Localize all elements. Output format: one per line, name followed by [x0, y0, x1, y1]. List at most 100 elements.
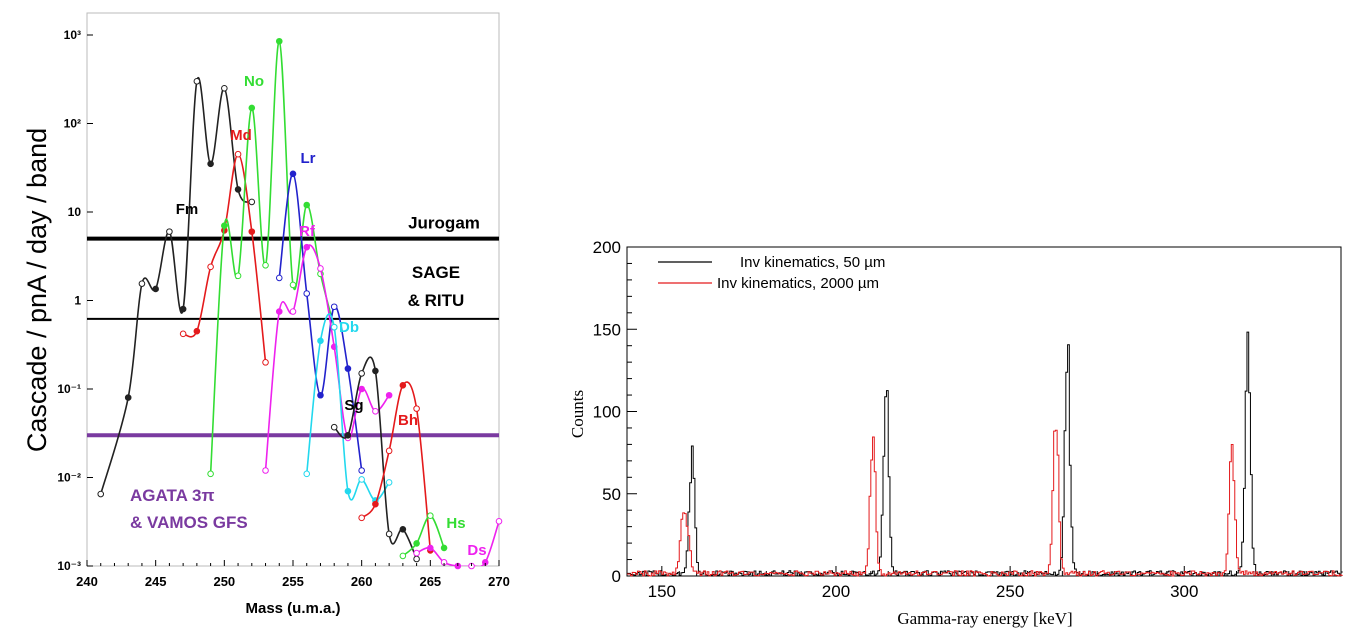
- legend-label: Inv kinematics, 2000 µm: [717, 275, 879, 292]
- series-point: [166, 228, 173, 235]
- series-point: [344, 431, 352, 439]
- series-point: [234, 186, 242, 193]
- series-label-lr: Lr: [301, 150, 316, 167]
- left-x-axis-label: Mass (u.m.a.): [245, 600, 340, 617]
- y-tick-label: 10⁻²: [57, 471, 81, 485]
- series-point: [385, 530, 393, 538]
- vamos-label: & VAMOS GFS: [130, 513, 248, 532]
- series-point: [330, 323, 338, 331]
- series-point: [330, 303, 338, 311]
- series-point: [262, 467, 269, 474]
- series-point: [97, 490, 105, 498]
- series-point: [207, 470, 214, 478]
- spectra: [627, 331, 1343, 577]
- y-tick-label: 10²: [64, 117, 81, 131]
- threshold-lines: [87, 236, 499, 438]
- agata-label: AGATA 3π: [130, 486, 214, 505]
- series-point: [358, 385, 365, 393]
- left-axis-ticks: 240 245 250 255 260 265 270 10⁻³ 10⁻² 10⁻¹ 1 10 10² 1…: [57, 28, 510, 589]
- series-point: [344, 487, 352, 495]
- series-point: [275, 308, 283, 315]
- series-point: [275, 274, 283, 282]
- series-point: [427, 544, 434, 552]
- series-point: [358, 514, 365, 522]
- series-point: [399, 382, 407, 389]
- left-plot-frame: [86, 12, 500, 567]
- x-tick-label: 245: [145, 574, 167, 589]
- series-point: [372, 500, 379, 508]
- series-label-db: Db: [339, 319, 359, 336]
- right-axis-ticks: 150 200 250 300 0 50 100 150 200: [593, 238, 1325, 601]
- series-point: [358, 370, 365, 377]
- series-point: [221, 84, 228, 92]
- series-point: [262, 261, 269, 269]
- series-label-md: Md: [230, 127, 252, 144]
- y-tick-label: 10: [68, 205, 82, 219]
- series-point: [303, 201, 311, 209]
- series-point: [138, 280, 146, 287]
- series-point: [413, 555, 420, 563]
- spectrum-2000um: [627, 429, 1343, 577]
- series-label-fm: Fm: [176, 201, 199, 218]
- series-point: [234, 150, 242, 158]
- series-rf-curve: [264, 244, 390, 471]
- series-point: [248, 198, 256, 206]
- series-point: [344, 365, 352, 372]
- series-point: [193, 77, 201, 85]
- y-tick-label: 0: [612, 567, 621, 586]
- series-point: [495, 517, 503, 525]
- series-point: [303, 290, 311, 297]
- series-point: [413, 405, 420, 412]
- series-label-hs: Hs: [446, 515, 465, 532]
- series-point: [385, 391, 393, 399]
- series-point: [399, 525, 407, 533]
- y-tick-label: 50: [602, 485, 621, 504]
- series-point: [413, 549, 420, 557]
- y-tick-label: 200: [593, 238, 621, 257]
- x-tick-label: 200: [822, 582, 850, 601]
- series-point: [413, 540, 420, 547]
- series-point: [385, 447, 393, 455]
- series-point: [289, 170, 297, 178]
- series-point: [358, 467, 365, 474]
- series-point: [317, 391, 324, 399]
- series-hs-curve: [402, 514, 445, 557]
- series-point: [372, 407, 379, 415]
- right-y-axis-label: Counts: [568, 390, 587, 438]
- x-tick-label: 300: [1170, 582, 1198, 601]
- legend: Inv kinematics, 50 µm Inv kinematics, 200…: [658, 254, 885, 292]
- series-point: [385, 479, 393, 486]
- series-label-no: No: [244, 73, 264, 90]
- series-point: [330, 423, 338, 431]
- series-point: [152, 285, 159, 293]
- y-tick-label: 1: [74, 294, 81, 308]
- x-tick-label: 250: [996, 582, 1024, 601]
- jurogam-label: Jurogam: [408, 214, 480, 233]
- series-point: [317, 337, 324, 345]
- series-point: [193, 327, 201, 335]
- series-labels: Jurogam SAGE & RITU AGATA 3π & VAMOS GFS Fm Md…: [130, 73, 487, 559]
- series-point: [207, 160, 214, 168]
- series-point: [399, 552, 407, 560]
- series-point: [427, 512, 434, 520]
- series-point: [179, 305, 187, 313]
- y-tick-label: 10³: [64, 28, 81, 42]
- y-tick-label: 10⁻³: [57, 559, 81, 573]
- x-tick-label: 250: [213, 574, 235, 589]
- y-tick-label: 100: [593, 403, 621, 422]
- legend-label: Inv kinematics, 50 µm: [740, 254, 885, 271]
- x-tick-label: 255: [282, 574, 304, 589]
- series-point: [124, 394, 132, 401]
- sage-label: SAGE: [412, 263, 460, 282]
- series-point: [207, 263, 214, 271]
- series-point: [262, 359, 269, 366]
- series-point: [440, 544, 448, 552]
- right-x-axis-label: Gamma-ray energy [keV]: [897, 609, 1072, 628]
- x-tick-label: 240: [76, 574, 98, 589]
- x-tick-label: 260: [351, 574, 373, 589]
- left-y-axis-label: Cascade / pnA / day / band: [22, 128, 52, 452]
- x-tick-label: 150: [648, 582, 676, 601]
- y-tick-label: 10⁻¹: [57, 382, 81, 396]
- series-curves: [97, 37, 503, 570]
